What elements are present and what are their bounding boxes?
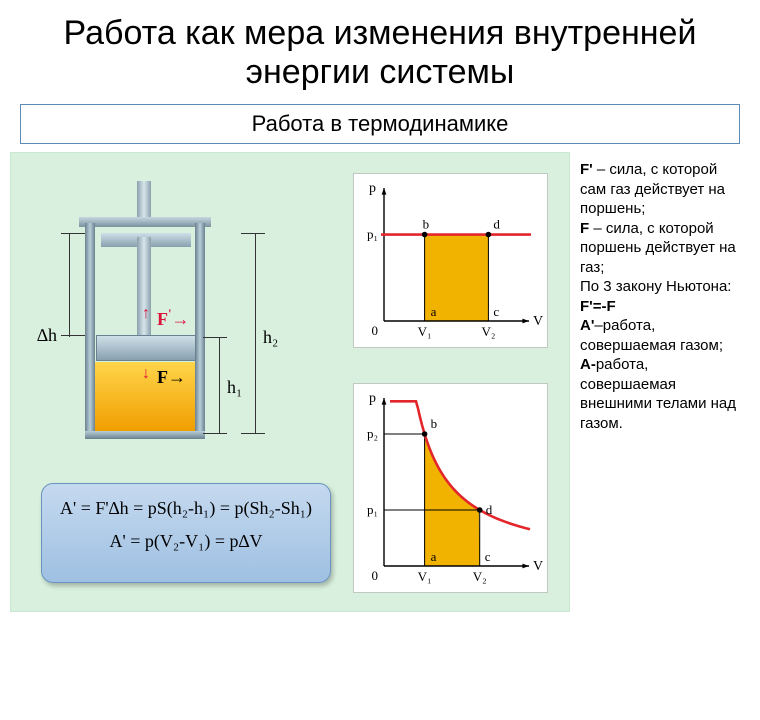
def-f-prime: F' – сила, с которой сам газ действует н… bbox=[580, 160, 746, 219]
label-h2: h₂ bbox=[263, 327, 278, 348]
formula-line-1: A' = F'∆h = pS(h₂-h₁) = p(Sh₂-Sh₁) bbox=[50, 498, 322, 519]
svg-text:b: b bbox=[431, 416, 438, 431]
label-delta-h: ∆h bbox=[37, 325, 57, 346]
subtitle-box: Работа в термодинамике bbox=[20, 104, 740, 144]
svg-text:p₁: p₁ bbox=[367, 502, 378, 517]
dim-h1-tick-top bbox=[203, 337, 227, 338]
formula-box: A' = F'∆h = pS(h₂-h₁) = p(Sh₂-Sh₁) A' = … bbox=[41, 483, 331, 583]
dim-dh-tick-top bbox=[61, 233, 85, 234]
dim-h2-tick-bot bbox=[241, 433, 265, 434]
svg-text:V₂: V₂ bbox=[473, 569, 487, 584]
svg-text:V: V bbox=[533, 314, 543, 329]
piston-diagram: ∆h h₁ h₂ ↑ F'→ ↓ F→ bbox=[31, 177, 301, 457]
formula-line-2: A' = p(V₂-V₁) = p∆V bbox=[50, 531, 322, 552]
svg-text:p: p bbox=[369, 391, 376, 406]
svg-text:d: d bbox=[493, 217, 500, 232]
chart-isobaric: p Vp₁ 0 V₁ V₂ a b c d bbox=[353, 173, 548, 348]
arrow-up-icon: ↑ bbox=[142, 305, 150, 323]
arrow-down-icon: ↓ bbox=[142, 365, 150, 383]
content-row: ∆h h₁ h₂ ↑ F'→ ↓ F→ A' = F'∆h = pS(h₂-h₁… bbox=[0, 152, 760, 612]
side-definitions: F' – сила, с которой сам газ действует н… bbox=[570, 152, 750, 612]
label-h1: h₁ bbox=[227, 377, 242, 398]
cylinder-bottom bbox=[85, 431, 205, 439]
svg-text:0: 0 bbox=[372, 568, 379, 583]
svg-text:V₁: V₁ bbox=[418, 569, 432, 584]
cylinder-top-cap bbox=[79, 217, 211, 227]
svg-text:a: a bbox=[431, 304, 437, 319]
svg-text:a: a bbox=[431, 549, 437, 564]
chart-isobaric-svg: p Vp₁ 0 V₁ V₂ a b c d bbox=[354, 174, 549, 349]
def-newton3: По 3 закону Ньютона: F'=-F bbox=[580, 277, 746, 316]
svg-text:p: p bbox=[369, 181, 376, 196]
svg-text:V₁: V₁ bbox=[418, 324, 432, 339]
chart-isothermal: p Vp₁ p₂ 0 V₁ V₂ a b c d bbox=[353, 383, 548, 593]
chart-isothermal-svg: p Vp₁ p₂ 0 V₁ V₂ a b c d bbox=[354, 384, 549, 594]
label-f-prime: F'→ bbox=[157, 307, 190, 330]
cylinder-wall-left bbox=[85, 223, 95, 437]
dim-h2 bbox=[255, 233, 256, 433]
svg-text:d: d bbox=[486, 502, 493, 517]
dim-h2-tick-top bbox=[241, 233, 265, 234]
dim-h1-tick-bot bbox=[203, 433, 227, 434]
dim-h1 bbox=[219, 337, 220, 433]
dim-dh-tick-bot bbox=[61, 335, 85, 336]
svg-text:p₂: p₂ bbox=[367, 426, 378, 441]
dim-dh bbox=[69, 233, 70, 337]
page-title: Работа как мера изменения внутренней эне… bbox=[0, 0, 760, 100]
def-f: F – сила, с которой поршень действует на… bbox=[580, 219, 746, 278]
svg-text:V: V bbox=[533, 559, 543, 574]
piston-rod-top bbox=[137, 181, 151, 221]
svg-text:b: b bbox=[423, 217, 430, 232]
svg-text:p₁: p₁ bbox=[367, 227, 378, 242]
def-a: A-работа, совершаемая внешними телами на… bbox=[580, 355, 746, 433]
cylinder-wall-right bbox=[195, 223, 205, 437]
piston-lower bbox=[96, 335, 196, 361]
svg-text:0: 0 bbox=[372, 323, 379, 338]
def-a-prime: A'–работа, совершаемая газом; bbox=[580, 316, 746, 355]
svg-text:c: c bbox=[493, 304, 499, 319]
label-f: F→ bbox=[157, 367, 186, 388]
svg-text:c: c bbox=[485, 549, 491, 564]
svg-text:V₂: V₂ bbox=[481, 324, 495, 339]
diagram-panel: ∆h h₁ h₂ ↑ F'→ ↓ F→ A' = F'∆h = pS(h₂-h₁… bbox=[10, 152, 570, 612]
